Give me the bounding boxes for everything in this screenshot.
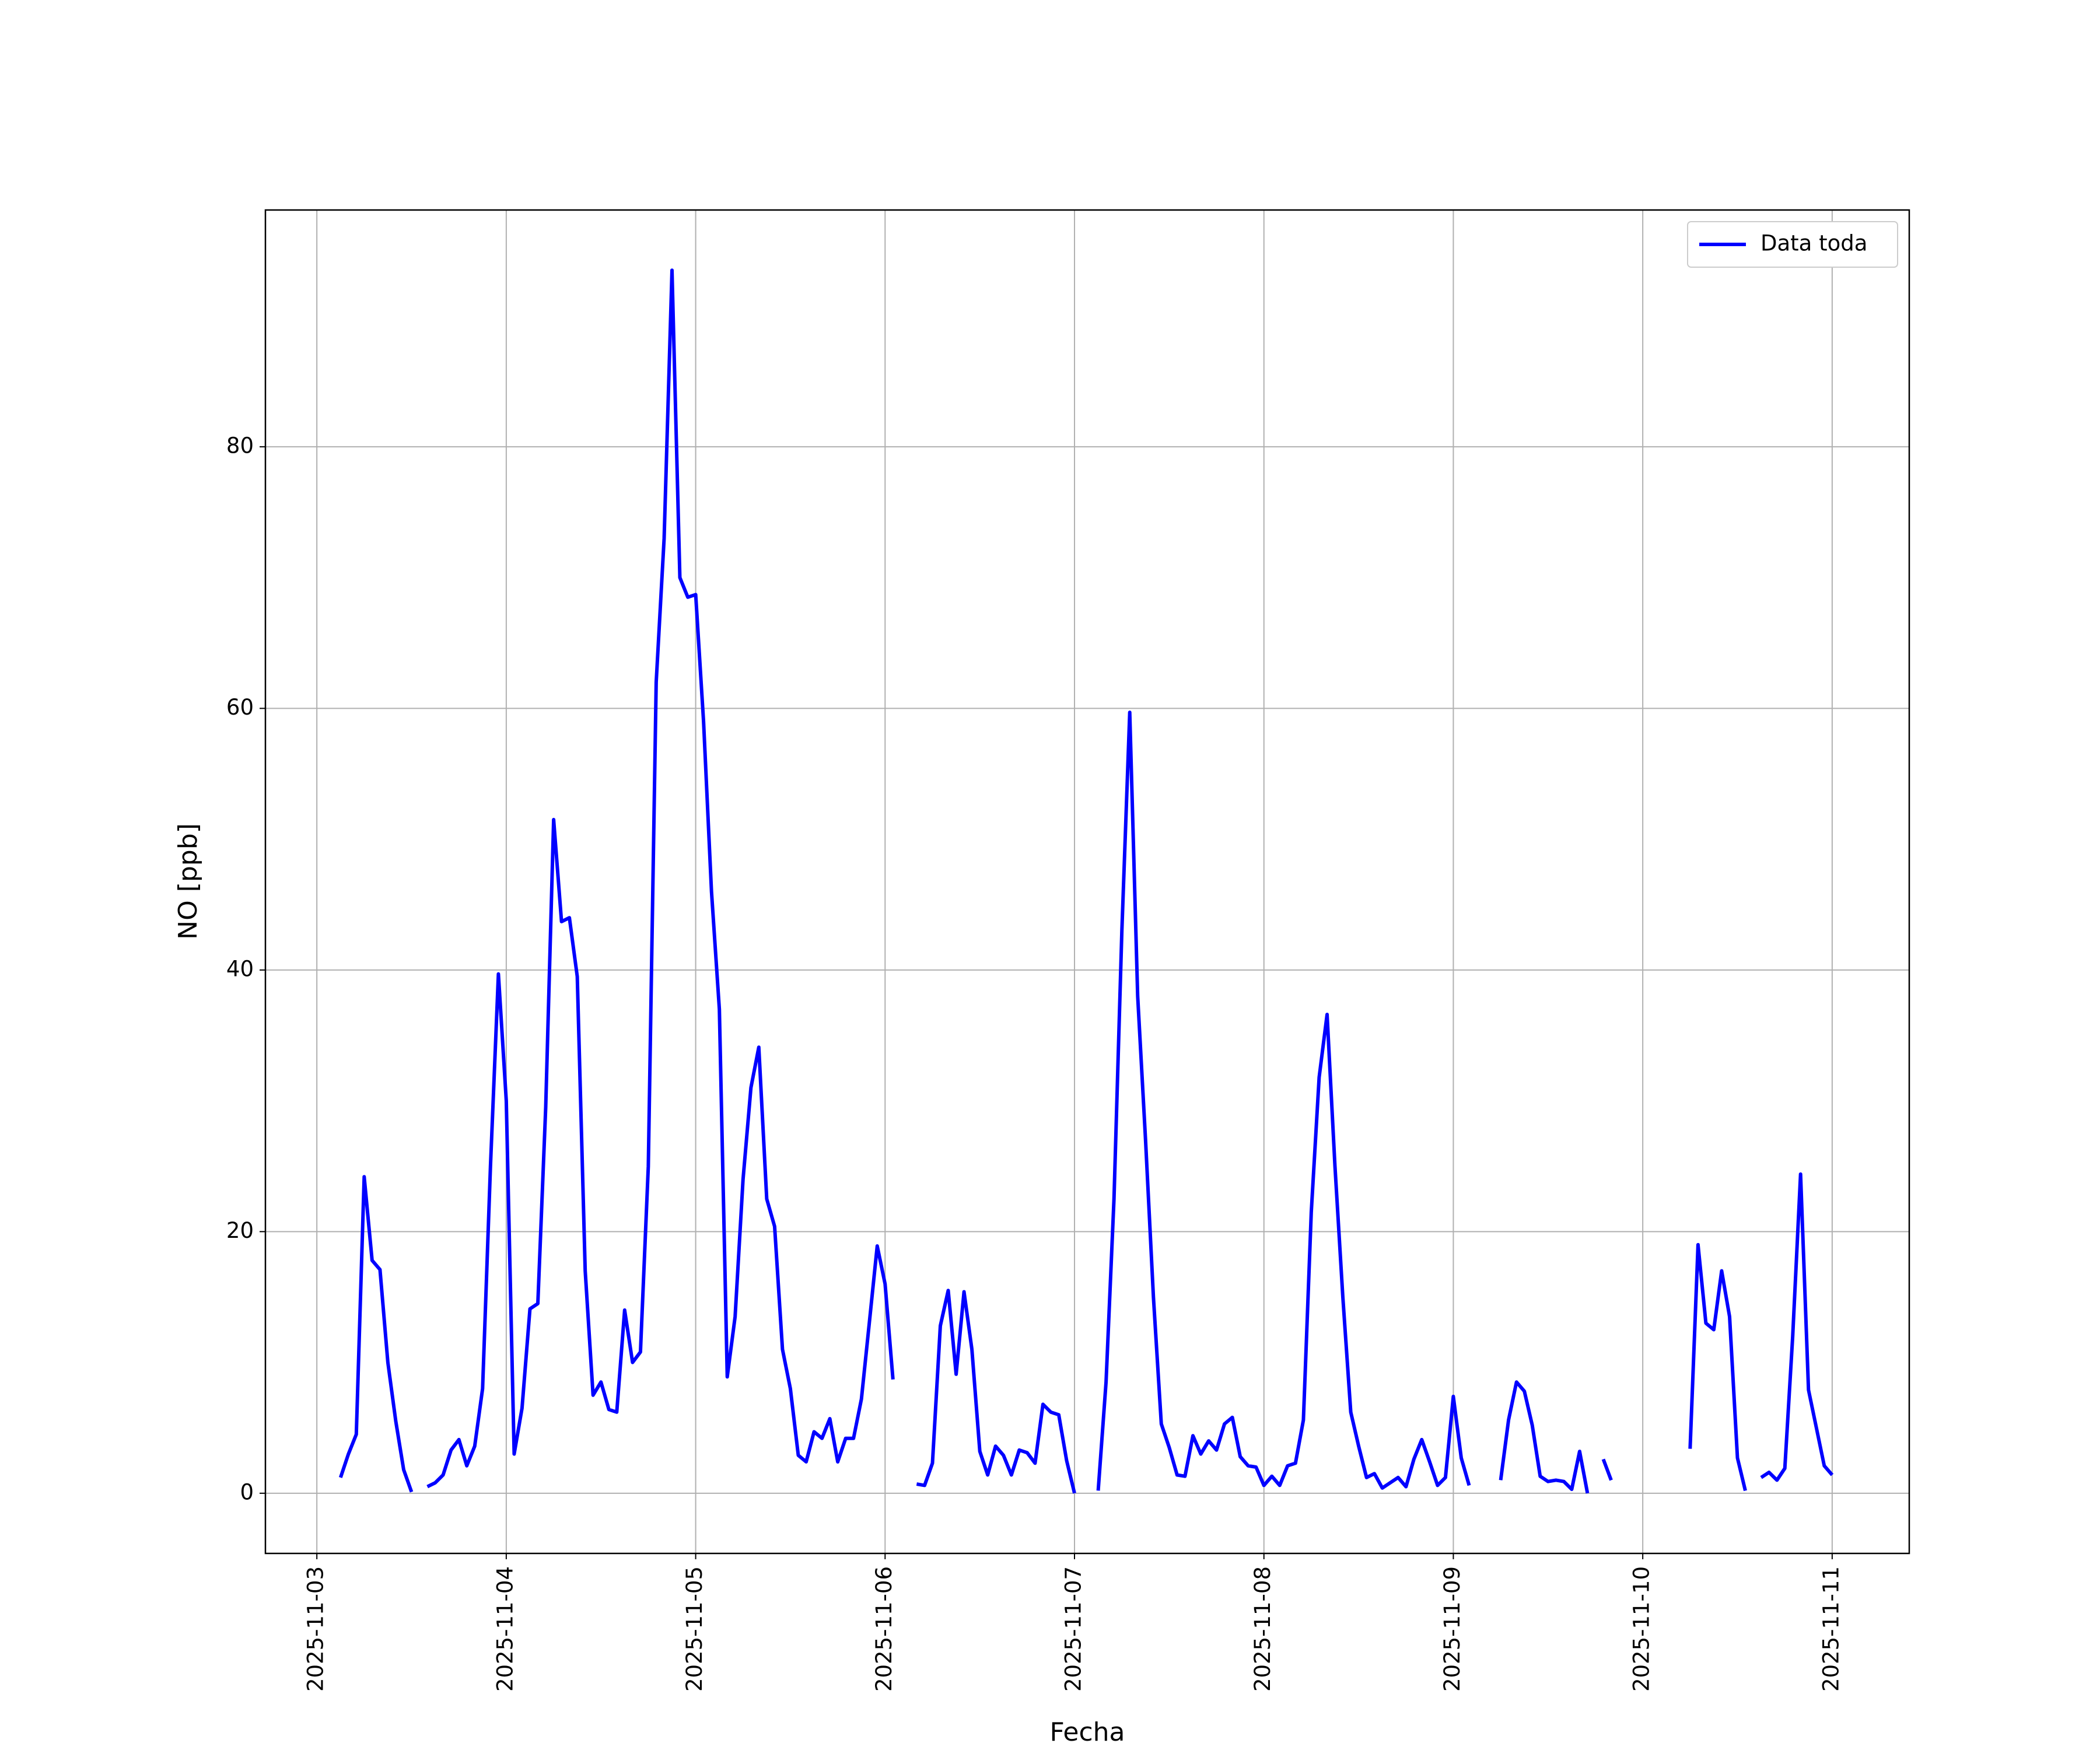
legend-label: Data toda	[1760, 231, 1867, 256]
x-tick-label: 2025-11-04	[492, 1566, 517, 1692]
x-tick-label: 2025-11-07	[1061, 1566, 1086, 1692]
x-tick-label: 2025-11-11	[1818, 1566, 1843, 1692]
x-tick-label: 2025-11-06	[872, 1566, 897, 1692]
x-tick-label: 2025-11-08	[1250, 1566, 1275, 1692]
x-tick-label: 2025-11-03	[303, 1566, 328, 1692]
y-tick-label: 40	[226, 956, 254, 981]
x-tick-label: 2025-11-09	[1440, 1566, 1465, 1692]
y-tick-label: 0	[240, 1479, 254, 1504]
legend-box	[1687, 221, 1898, 268]
y-tick-label: 60	[226, 695, 254, 720]
data-line	[338, 268, 1834, 1494]
x-tick-label: 2025-11-10	[1629, 1566, 1654, 1692]
y-tick-label: 20	[226, 1218, 254, 1243]
x-tick-label: 2025-11-05	[682, 1566, 707, 1692]
y-axis-label: NO [ppb]	[173, 823, 203, 940]
x-axis-label: Fecha	[1049, 1717, 1125, 1747]
y-tick-label: 80	[226, 433, 254, 458]
plot-frame	[264, 209, 1910, 1555]
